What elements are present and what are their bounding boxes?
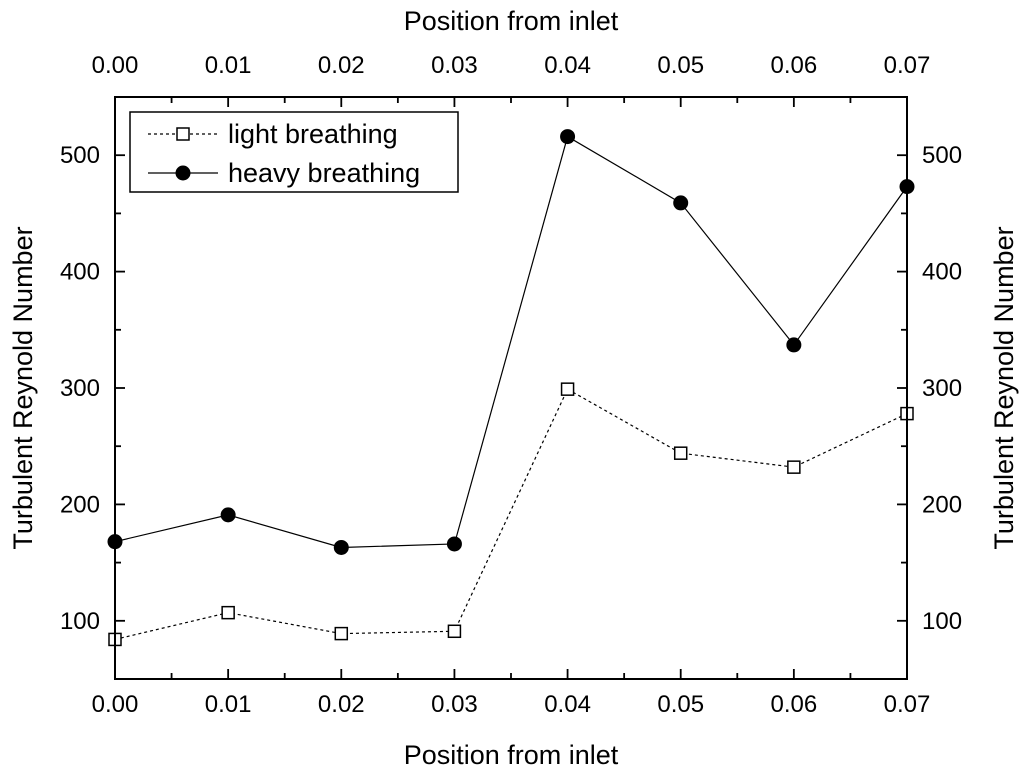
x-axis-title-bottom: Position from inlet	[404, 740, 619, 770]
x-tick-label-bottom: 0.01	[205, 691, 252, 718]
x-tick-label-top: 0.03	[431, 52, 478, 79]
x-tick-label-top: 0.05	[657, 52, 704, 79]
x-tick-label-top: 0.01	[205, 52, 252, 79]
data-point	[220, 507, 236, 523]
data-point	[673, 195, 689, 211]
x-tick-label-top: 0.02	[318, 52, 365, 79]
data-point	[787, 460, 801, 474]
data-point	[446, 536, 462, 552]
legend-marker	[176, 127, 190, 141]
y-tick-label-right: 200	[922, 491, 962, 518]
y-tick-label-right: 400	[922, 259, 962, 286]
x-tick-label-top: 0.07	[884, 52, 931, 79]
data-point	[221, 605, 235, 620]
series-layer	[107, 129, 915, 647]
x-tick-label-bottom: 0.04	[544, 691, 591, 718]
x-axis-title-top: Position from inlet	[404, 6, 619, 36]
legend-marker	[175, 165, 191, 181]
data-point	[786, 337, 802, 353]
x-tick-label-top: 0.00	[92, 52, 139, 79]
series-heavy-breathing	[107, 129, 915, 555]
series-line	[114, 388, 908, 641]
data-point	[673, 446, 688, 460]
y-tick-label-left: 200	[60, 491, 100, 518]
data-point	[560, 129, 576, 145]
y-tick-label-right: 100	[922, 608, 962, 635]
x-tick-label-bottom: 0.03	[431, 691, 478, 718]
y-tick-label-left: 500	[60, 142, 100, 169]
legend: light breathing heavy breathing	[129, 111, 459, 193]
x-tick-label-bottom: 0.06	[770, 691, 817, 718]
data-point	[333, 539, 349, 555]
x-tick-label-bottom: 0.07	[884, 691, 931, 718]
y-tick-label-right: 500	[922, 142, 962, 169]
data-point	[447, 624, 462, 639]
y-tick-label-left: 400	[60, 259, 100, 286]
labels-layer: 0.00 0.00 0.01 0.01 0.02 0.02 0.03 0.03 0.04 0.04…	[8, 6, 1019, 770]
x-tick-label-bottom: 0.05	[657, 691, 704, 718]
x-tick-label-top: 0.06	[770, 52, 817, 79]
x-tick-label-bottom: 0.02	[318, 691, 365, 718]
y-tick-label-left: 300	[60, 375, 100, 402]
y-tick-label-right: 300	[922, 375, 962, 402]
series-line	[114, 135, 908, 549]
x-tick-label-bottom: 0.00	[92, 691, 139, 718]
y-axis-title-right: Turbulent Reynold Number	[989, 226, 1019, 549]
x-tick-label-top: 0.04	[544, 52, 591, 79]
y-axis-title-left: Turbulent Reynold Number	[8, 226, 38, 549]
plot-area-frame	[114, 96, 908, 680]
legend-label: heavy breathing	[228, 158, 420, 188]
series-light-breathing	[108, 382, 914, 647]
legend-label: light breathing	[228, 119, 398, 149]
data-point	[334, 626, 349, 641]
data-point	[560, 382, 575, 396]
y-tick-label-left: 100	[60, 608, 100, 635]
